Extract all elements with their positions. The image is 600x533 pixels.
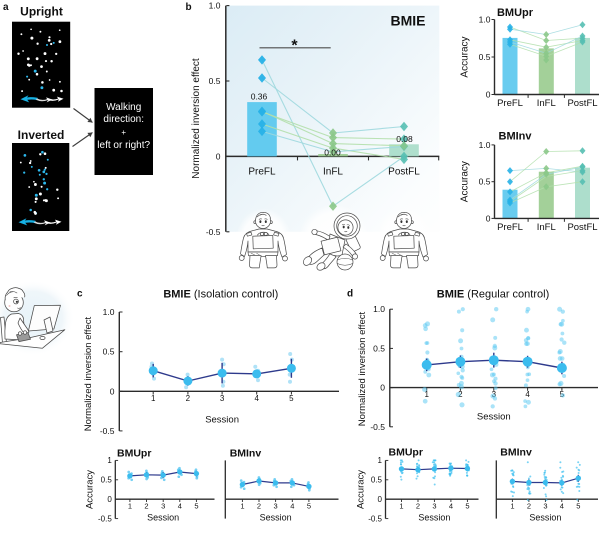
svg-text:1: 1 <box>128 502 132 511</box>
svg-text:4: 4 <box>560 502 564 511</box>
svg-text:1: 1 <box>107 456 112 465</box>
svg-text:a: a <box>3 2 9 13</box>
svg-text:Upright: Upright <box>20 5 63 19</box>
svg-text:1.0: 1.0 <box>209 1 221 11</box>
svg-text:PostFL: PostFL <box>388 167 420 178</box>
svg-text:0: 0 <box>486 213 491 223</box>
svg-text:InFL: InFL <box>537 98 556 109</box>
svg-text:4: 4 <box>290 502 294 511</box>
svg-text:InFL: InFL <box>323 167 343 178</box>
svg-text:0: 0 <box>380 383 385 393</box>
svg-text:BMInv: BMInv <box>500 447 532 459</box>
svg-text:1: 1 <box>240 502 244 511</box>
svg-text:PreFL: PreFL <box>497 222 523 233</box>
svg-text:0: 0 <box>378 495 383 504</box>
svg-text:BMUpr: BMUpr <box>389 447 423 459</box>
svg-text:direction:: direction: <box>103 114 144 125</box>
svg-text:3: 3 <box>543 502 547 511</box>
svg-text:Normalized inversion effect: Normalized inversion effect <box>83 316 94 431</box>
svg-text:2: 2 <box>144 502 148 511</box>
svg-text:-0.5: -0.5 <box>370 422 385 432</box>
svg-text:Normalized inversion effect: Normalized inversion effect <box>357 311 368 426</box>
svg-text:1.0: 1.0 <box>479 15 491 25</box>
svg-text:0.5: 0.5 <box>371 476 383 485</box>
svg-text:Session: Session <box>147 513 179 523</box>
svg-text:BMUpr: BMUpr <box>117 448 151 460</box>
svg-text:0.5: 0.5 <box>209 76 221 86</box>
svg-text:5: 5 <box>289 394 294 403</box>
svg-text:4: 4 <box>449 502 453 511</box>
svg-text:BMUpr: BMUpr <box>497 7 534 19</box>
svg-text:0.36: 0.36 <box>251 92 268 102</box>
svg-text:2: 2 <box>186 394 191 403</box>
svg-text:4: 4 <box>178 502 182 511</box>
svg-text:1: 1 <box>378 456 383 465</box>
svg-text:1: 1 <box>424 390 429 399</box>
svg-text:2: 2 <box>416 502 420 511</box>
svg-text:1: 1 <box>510 502 514 511</box>
svg-text:1.0: 1.0 <box>479 140 491 150</box>
svg-text:Accuracy: Accuracy <box>356 470 367 509</box>
svg-text:4: 4 <box>525 390 530 399</box>
svg-text:1: 1 <box>151 394 156 403</box>
svg-text:1: 1 <box>399 502 403 511</box>
svg-text:Session: Session <box>477 412 511 423</box>
svg-text:Accuracy: Accuracy <box>460 36 471 77</box>
svg-text:BMInv: BMInv <box>499 131 533 143</box>
svg-text:0: 0 <box>107 495 112 504</box>
svg-text:Walking: Walking <box>106 102 141 113</box>
svg-text:BMIE: BMIE <box>391 13 426 29</box>
svg-text:3: 3 <box>220 394 225 403</box>
svg-text:Normalized inversion effect: Normalized inversion effect <box>191 58 202 179</box>
svg-text:Session: Session <box>418 513 450 523</box>
svg-text:0.00: 0.00 <box>324 147 341 157</box>
svg-text:5: 5 <box>194 502 198 511</box>
svg-text:2: 2 <box>527 502 531 511</box>
svg-text:+: + <box>121 128 126 137</box>
svg-text:0.5: 0.5 <box>479 52 491 62</box>
svg-text:0.5: 0.5 <box>479 177 491 187</box>
svg-text:BMIE (Regular control): BMIE (Regular control) <box>437 289 549 301</box>
svg-text:3: 3 <box>274 502 278 511</box>
svg-text:-0.5: -0.5 <box>98 514 112 523</box>
svg-text:PostFL: PostFL <box>567 222 597 233</box>
svg-text:Session: Session <box>205 415 239 426</box>
svg-text:d: d <box>347 289 353 300</box>
svg-text:Session: Session <box>260 513 292 523</box>
svg-text:Accuracy: Accuracy <box>460 161 471 202</box>
svg-text:3: 3 <box>432 502 436 511</box>
svg-text:3: 3 <box>161 502 165 511</box>
svg-text:-0.5: -0.5 <box>368 514 382 523</box>
svg-text:0.5: 0.5 <box>103 347 115 357</box>
svg-text:left or right?: left or right? <box>97 140 150 151</box>
svg-text:Session: Session <box>529 513 561 523</box>
svg-text:Inverted: Inverted <box>18 128 65 142</box>
svg-text:1.0: 1.0 <box>373 304 385 314</box>
svg-text:0: 0 <box>110 386 115 396</box>
svg-text:5: 5 <box>576 502 580 511</box>
svg-text:Accuracy: Accuracy <box>85 470 96 509</box>
svg-text:0.5: 0.5 <box>101 476 113 485</box>
svg-text:4: 4 <box>254 394 259 403</box>
svg-text:BMIE (Isolation control): BMIE (Isolation control) <box>163 289 278 301</box>
svg-text:c: c <box>77 289 83 300</box>
svg-text:5: 5 <box>307 502 311 511</box>
svg-text:PreFL: PreFL <box>497 98 523 109</box>
svg-text:BMInv: BMInv <box>230 448 262 460</box>
svg-text:InFL: InFL <box>537 222 556 233</box>
svg-text:5: 5 <box>465 502 469 511</box>
svg-text:-0.5: -0.5 <box>100 426 115 436</box>
svg-text:-0.5: -0.5 <box>206 227 221 237</box>
svg-text:0: 0 <box>216 151 221 161</box>
svg-text:*: * <box>291 38 298 55</box>
svg-text:0: 0 <box>486 90 491 100</box>
svg-text:b: b <box>186 2 192 13</box>
svg-text:1.0: 1.0 <box>103 307 115 317</box>
svg-text:2: 2 <box>257 502 261 511</box>
svg-text:0.5: 0.5 <box>373 343 385 353</box>
svg-text:PreFL: PreFL <box>248 167 276 178</box>
svg-text:0.08: 0.08 <box>396 134 413 144</box>
svg-text:PostFL: PostFL <box>567 98 597 109</box>
